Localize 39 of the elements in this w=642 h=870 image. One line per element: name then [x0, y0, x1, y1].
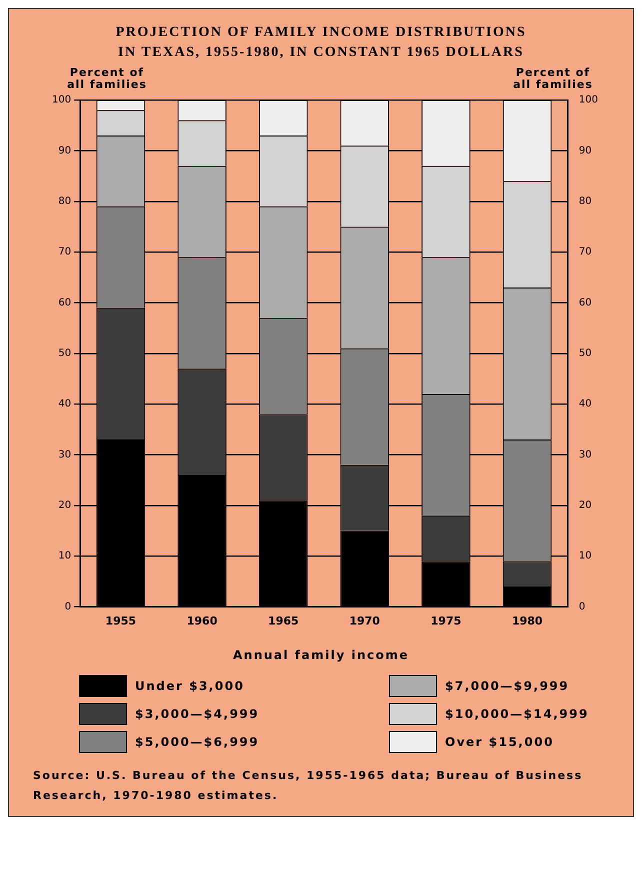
legend-label: Under $3,000	[135, 679, 244, 693]
y-tick-label: 90	[58, 145, 72, 156]
y2-tick-label: 100	[578, 94, 598, 106]
y-tick-label: 100	[52, 94, 72, 106]
source-note: Source: U.S. Bureau of the Census, 1955-1965 data; Bureau of Business Research, 1970-1980 estimates.	[33, 768, 584, 804]
y-tick-label: 0	[64, 601, 72, 612]
y2-tick-label: 90	[578, 145, 592, 156]
legend-label: $3,000—$4,999	[135, 707, 260, 721]
y-tick-label: 80	[58, 196, 72, 207]
legend-title: Annual family income	[232, 648, 410, 662]
y2-tick-label: 10	[578, 550, 592, 562]
y-axis-title: Percent of all families	[67, 66, 147, 91]
y2-tick-label: 20	[578, 500, 592, 512]
chart-title: PROJECTION OF FAMILY INCOME DISTRIBUTIONS IN TEXAS, 1955-1980, IN CONSTANT 1965 DOLLARS	[114, 24, 528, 62]
legend-label: $10,000—$14,999	[445, 707, 589, 721]
x-tick-label: 1975	[430, 614, 462, 628]
y2-tick-label: 80	[578, 196, 592, 207]
y-tick-label: 60	[58, 297, 72, 308]
y2-tick-label: 60	[578, 297, 592, 308]
y-tick-label: 10	[58, 550, 72, 562]
y-tick-label: 70	[58, 246, 72, 258]
y-tick-label: 40	[58, 398, 72, 410]
x-tick-label: 1960	[186, 614, 218, 628]
y2-tick-label: 50	[578, 348, 592, 359]
legend-label: $7,000—$9,999	[445, 679, 570, 693]
x-tick-label: 1980	[512, 614, 543, 628]
y-tick-label: 20	[58, 500, 72, 512]
legend-label: $5,000—$6,999	[135, 735, 260, 749]
x-tick-label: 1970	[349, 614, 380, 628]
y2-tick-label: 30	[578, 449, 592, 460]
y2-tick-label: 0	[578, 601, 586, 612]
y2-tick-label: 70	[578, 246, 592, 258]
legend-label: Over $15,000	[445, 735, 554, 749]
x-tick-label: 1965	[268, 614, 299, 628]
y2-axis-title: Percent of all families	[513, 66, 593, 91]
x-tick-label: 1955	[105, 614, 136, 628]
y-tick-label: 30	[58, 449, 72, 460]
y2-tick-label: 40	[578, 398, 592, 410]
y-tick-label: 50	[58, 348, 72, 359]
